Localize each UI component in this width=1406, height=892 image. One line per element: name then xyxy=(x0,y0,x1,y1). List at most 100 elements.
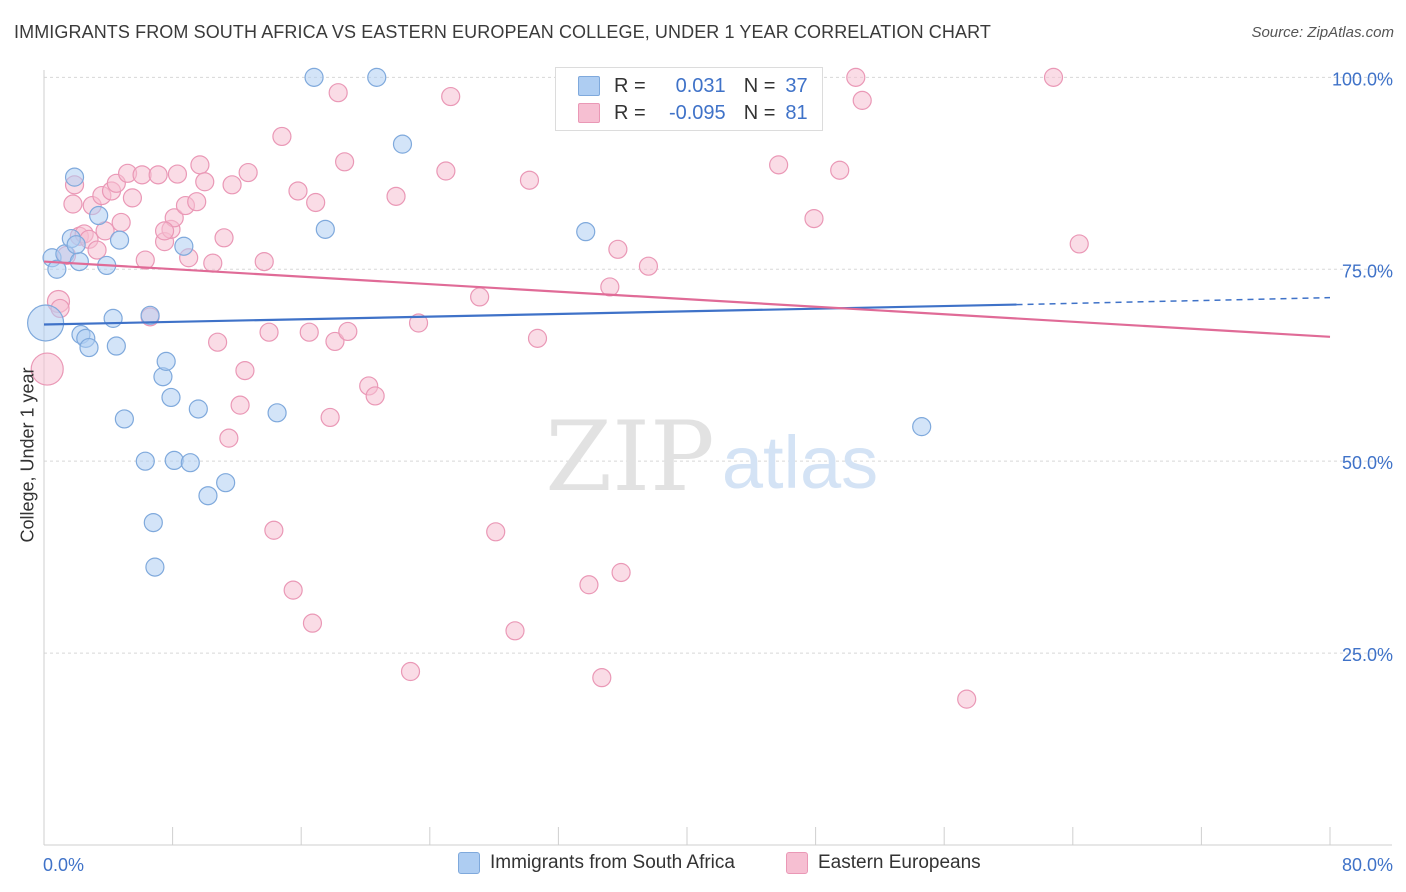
trend-line-pink xyxy=(43,260,1331,338)
data-point-blue xyxy=(27,304,65,342)
correlation-legend: R = 0.031 N = 37 R = -0.095 N = 81 xyxy=(555,67,823,131)
data-point-pink xyxy=(436,161,456,181)
data-point-pink xyxy=(611,562,631,583)
data-point-pink xyxy=(164,208,184,228)
legend-swatch-pink xyxy=(786,852,808,874)
watermark: ZIP atlas xyxy=(545,401,878,513)
data-point-pink xyxy=(203,253,223,273)
data-point-pink xyxy=(222,175,242,195)
legend-item-south-africa[interactable]: Immigrants from South Africa xyxy=(458,852,735,874)
data-point-pink xyxy=(846,67,866,87)
legend-item-eastern-europeans[interactable]: Eastern Europeans xyxy=(786,852,981,874)
y-tick-label: 50.0% xyxy=(1342,453,1393,473)
legend-row-blue: R = 0.031 N = 37 xyxy=(578,72,808,100)
data-point-blue xyxy=(64,167,85,187)
legend-swatch-blue xyxy=(578,76,600,96)
data-point-blue xyxy=(315,219,335,239)
legend-r-label: R = xyxy=(614,101,646,124)
trend-lines xyxy=(43,260,1331,338)
data-point-pink xyxy=(527,328,548,348)
data-point-pink xyxy=(600,277,620,297)
data-point-pink xyxy=(519,170,540,190)
legend-n-value: 81 xyxy=(785,101,808,124)
legend-n-label: N = xyxy=(743,74,776,97)
data-point-pink xyxy=(1043,67,1064,87)
legend-swatch-blue xyxy=(458,852,480,874)
points-south-africa xyxy=(27,67,932,577)
data-point-pink xyxy=(592,668,612,688)
data-point-blue xyxy=(145,557,165,577)
data-point-pink xyxy=(219,428,239,448)
legend-label: Eastern Europeans xyxy=(818,852,981,873)
data-point-pink xyxy=(288,181,308,201)
data-point-pink xyxy=(148,165,168,185)
data-point-pink xyxy=(400,661,421,682)
data-point-pink xyxy=(299,322,319,342)
data-point-blue xyxy=(135,451,155,471)
data-point-blue xyxy=(188,399,208,419)
data-point-pink xyxy=(235,360,255,381)
data-point-pink xyxy=(769,155,789,175)
data-point-pink xyxy=(386,186,406,206)
data-point-pink xyxy=(638,256,659,276)
watermark-atlas: atlas xyxy=(722,421,878,504)
data-point-pink xyxy=(505,621,525,641)
chart-source: Source: ZipAtlas.com xyxy=(1251,24,1394,41)
data-point-pink xyxy=(30,352,64,386)
data-point-pink xyxy=(135,250,155,270)
data-point-pink xyxy=(328,83,348,103)
data-point-pink xyxy=(190,155,210,175)
data-point-pink xyxy=(259,322,279,342)
data-point-pink xyxy=(335,152,355,172)
legend-n-label: N = xyxy=(743,101,776,124)
data-point-blue xyxy=(106,336,126,356)
data-point-pink xyxy=(804,209,824,229)
data-point-pink xyxy=(365,386,385,406)
legend-label: Immigrants from South Africa xyxy=(490,852,735,873)
data-point-pink xyxy=(132,165,152,185)
data-point-pink xyxy=(264,520,284,540)
data-point-pink xyxy=(238,162,258,183)
data-point-blue xyxy=(198,486,218,506)
x-tick-label: 0.0% xyxy=(43,855,84,875)
data-point-blue xyxy=(47,259,67,279)
data-point-pink xyxy=(830,160,850,180)
chart-title: IMMIGRANTS FROM SOUTH AFRICA VS EASTERN … xyxy=(14,22,991,42)
data-point-blue xyxy=(79,337,99,358)
axes-layer xyxy=(43,70,1392,846)
watermark-zip: ZIP xyxy=(545,401,714,513)
data-point-blue xyxy=(103,308,123,328)
data-point-pink xyxy=(195,172,215,192)
data-point-pink xyxy=(167,164,188,184)
data-point-blue xyxy=(180,453,200,473)
data-point-pink xyxy=(852,90,872,110)
y-tick-label: 25.0% xyxy=(1342,645,1393,665)
data-point-pink xyxy=(441,86,461,107)
x-tick-label: 80.0% xyxy=(1342,855,1393,875)
data-point-blue xyxy=(140,305,160,325)
legend-r-value: 0.031 xyxy=(675,74,726,97)
data-point-pink xyxy=(63,194,83,214)
data-point-blue xyxy=(392,134,413,154)
data-point-blue xyxy=(161,387,181,408)
data-point-pink xyxy=(408,313,429,333)
data-point-pink xyxy=(338,321,358,342)
data-point-blue xyxy=(304,67,324,87)
data-point-blue xyxy=(164,450,184,471)
trend-line-blue xyxy=(43,303,1017,326)
data-point-blue xyxy=(156,351,176,371)
data-point-blue xyxy=(174,236,194,256)
data-point-pink xyxy=(306,192,326,213)
tick-labels: 25.0% 50.0% 75.0% 100.0% 0.0% 80.0% xyxy=(43,69,1393,875)
data-point-blue xyxy=(267,403,287,423)
data-point-blue xyxy=(89,205,109,226)
data-point-pink xyxy=(325,331,345,352)
legend-n-value: 37 xyxy=(785,74,808,97)
data-point-pink xyxy=(254,251,274,272)
data-point-pink xyxy=(208,332,228,352)
y-axis-label: College, Under 1 year xyxy=(17,367,38,543)
data-point-blue xyxy=(143,512,163,533)
trend-line-blue-extension xyxy=(1016,296,1331,306)
data-point-blue xyxy=(216,473,236,493)
